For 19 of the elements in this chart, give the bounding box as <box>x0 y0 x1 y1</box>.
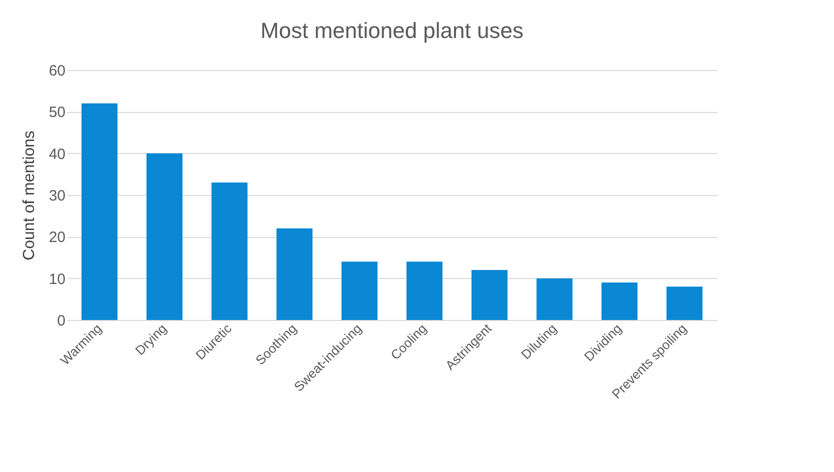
bar <box>82 103 118 320</box>
bar <box>146 153 182 320</box>
y-tick-label: 40 <box>48 146 66 163</box>
y-axis-title: Count of mentions <box>20 130 38 260</box>
y-tick-label: 20 <box>48 229 66 246</box>
bar <box>406 262 442 320</box>
bar <box>536 278 572 320</box>
y-tick-label: 30 <box>48 188 66 204</box>
bar <box>666 286 702 320</box>
bar <box>212 182 248 320</box>
bar <box>602 282 638 320</box>
bar <box>342 262 378 320</box>
bar <box>472 270 508 320</box>
y-tick-label: 10 <box>48 270 66 288</box>
bar <box>276 228 312 320</box>
chart-title: Most mentioned plant uses <box>260 18 524 43</box>
y-tick-label: 0 <box>57 312 66 330</box>
y-tick-label: 50 <box>48 104 66 122</box>
y-tick-label: 60 <box>48 62 66 80</box>
